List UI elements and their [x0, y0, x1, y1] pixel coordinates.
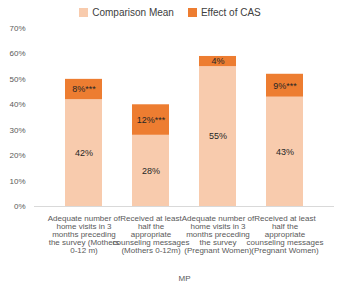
svg-text:9%***: 9%*** — [273, 81, 297, 91]
svg-text:Adequate number ofhome visits: Adequate number ofhome visits in 3months… — [48, 214, 121, 255]
svg-text:12%***: 12%*** — [137, 115, 166, 125]
svg-text:60%: 60% — [9, 49, 25, 58]
svg-text:42%: 42% — [75, 148, 93, 158]
svg-text:50%: 50% — [9, 75, 25, 84]
svg-text:Adequate number ofhome visits: Adequate number ofhome visits in 3months… — [182, 214, 255, 255]
svg-text:10%: 10% — [9, 177, 25, 186]
svg-text:30%: 30% — [9, 126, 25, 135]
svg-text:43%: 43% — [276, 147, 294, 157]
svg-text:20%: 20% — [9, 151, 25, 160]
svg-text:Received at leasthalf theappro: Received at leasthalf theappropriatecoun… — [247, 214, 324, 255]
svg-text:Received at leasthalf theappro: Received at leasthalf theappropriatecoun… — [113, 214, 190, 255]
svg-text:40%: 40% — [9, 100, 25, 109]
svg-text:8%***: 8%*** — [72, 84, 96, 94]
svg-text:55%: 55% — [209, 131, 227, 141]
svg-text:4%: 4% — [211, 56, 224, 66]
svg-text:28%: 28% — [142, 166, 160, 176]
svg-text:MP: MP — [179, 274, 191, 283]
html-text:Effect of CAS: Effect of CAS — [200, 6, 261, 18]
svg-text:70%: 70% — [9, 24, 25, 33]
html-text:Comparison Mean: Comparison Mean — [92, 6, 174, 18]
svg-text:0%: 0% — [14, 202, 26, 211]
